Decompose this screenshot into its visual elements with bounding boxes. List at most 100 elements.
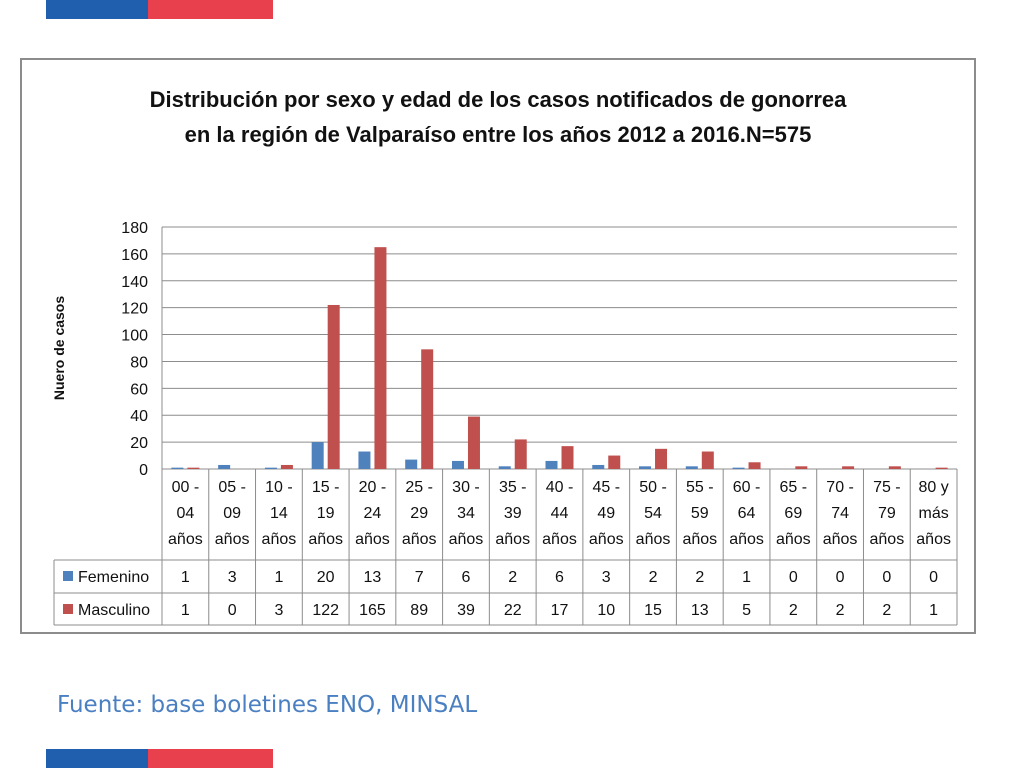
- bar-femenino: [498, 466, 511, 469]
- x-tick-label: más: [919, 505, 949, 522]
- x-tick-label: 64: [738, 505, 756, 522]
- source-note: Fuente: base boletines ENO, MINSAL: [57, 692, 478, 718]
- x-tick-label: 70 -: [826, 479, 854, 496]
- chart-frame: Distribución por sexo y edad de los caso…: [20, 58, 976, 634]
- x-tick-label: 29: [410, 505, 428, 522]
- data-label-femenino: 1: [181, 569, 190, 586]
- data-label-femenino: 3: [228, 569, 237, 586]
- x-tick-label: años: [823, 531, 858, 548]
- flag-stripe-bottom: [46, 749, 273, 768]
- x-tick-label: años: [402, 531, 437, 548]
- data-label-masculino: 10: [597, 602, 615, 619]
- flag-stripe-top: [46, 0, 273, 19]
- x-tick-label: años: [682, 531, 717, 548]
- x-tick-label: años: [449, 531, 484, 548]
- x-tick-label: 40 -: [546, 479, 574, 496]
- y-tick-label: 60: [130, 381, 148, 398]
- data-label-masculino: 2: [836, 602, 845, 619]
- bar-masculino: [842, 466, 855, 469]
- x-tick-label: 80 y: [918, 479, 948, 496]
- x-tick-label: 69: [784, 505, 802, 522]
- bar-masculino: [187, 467, 200, 469]
- bar-masculino: [935, 467, 948, 469]
- x-tick-label: años: [168, 531, 203, 548]
- x-tick-label: 24: [364, 505, 382, 522]
- data-label-masculino: 1: [181, 602, 190, 619]
- data-label-femenino: 2: [649, 569, 658, 586]
- data-label-masculino: 22: [504, 602, 522, 619]
- y-axis-label: Nuero de casos: [51, 296, 67, 400]
- y-tick-label: 100: [121, 328, 148, 345]
- x-tick-label: años: [870, 531, 905, 548]
- bar-femenino: [171, 467, 184, 469]
- flag-stripe-blue: [46, 0, 148, 19]
- data-label-masculino: 17: [551, 602, 569, 619]
- bar-femenino: [405, 459, 418, 469]
- x-tick-label: 14: [270, 505, 288, 522]
- y-tick-label: 140: [121, 274, 148, 291]
- data-label-masculino: 2: [789, 602, 798, 619]
- data-label-masculino: 3: [274, 602, 283, 619]
- data-label-femenino: 1: [274, 569, 283, 586]
- bar-masculino: [655, 448, 668, 469]
- x-tick-label: 60 -: [733, 479, 761, 496]
- legend-swatch-femenino: [63, 571, 73, 581]
- x-tick-label: 09: [223, 505, 241, 522]
- x-tick-label: 30 -: [452, 479, 480, 496]
- x-tick-label: 10 -: [265, 479, 293, 496]
- data-label-masculino: 13: [691, 602, 709, 619]
- bar-femenino: [639, 466, 652, 469]
- x-tick-label: 50 -: [639, 479, 667, 496]
- x-tick-label: 35 -: [499, 479, 527, 496]
- x-tick-label: años: [776, 531, 811, 548]
- bar-masculino: [561, 446, 574, 469]
- x-tick-label: 74: [831, 505, 849, 522]
- data-label-femenino: 0: [882, 569, 891, 586]
- flag-stripe-red: [148, 0, 273, 19]
- x-tick-label: años: [215, 531, 250, 548]
- x-tick-label: 59: [691, 505, 709, 522]
- bar-masculino: [374, 247, 387, 469]
- x-tick-label: 25 -: [405, 479, 433, 496]
- x-tick-label: 34: [457, 505, 475, 522]
- data-label-femenino: 6: [462, 569, 471, 586]
- y-tick-label: 120: [121, 301, 148, 318]
- bar-masculino: [748, 462, 761, 469]
- x-tick-label: años: [308, 531, 343, 548]
- x-tick-label: 19: [317, 505, 335, 522]
- data-label-femenino: 0: [789, 569, 798, 586]
- bar-masculino: [608, 455, 621, 469]
- x-tick-label: 79: [878, 505, 896, 522]
- x-tick-label: 39: [504, 505, 522, 522]
- x-tick-label: años: [542, 531, 577, 548]
- y-tick-label: 160: [121, 247, 148, 264]
- bar-chart: Distribución por sexo y edad de los caso…: [51, 87, 958, 626]
- y-tick-label: 0: [139, 462, 148, 479]
- bar-masculino: [514, 439, 527, 469]
- x-tick-label: 75 -: [873, 479, 901, 496]
- x-tick-label: 49: [597, 505, 615, 522]
- data-label-masculino: 5: [742, 602, 751, 619]
- data-label-femenino: 0: [929, 569, 938, 586]
- data-label-femenino: 20: [317, 569, 335, 586]
- data-label-femenino: 1: [742, 569, 751, 586]
- legend-label-femenino: Femenino: [78, 569, 149, 586]
- data-label-masculino: 1: [929, 602, 938, 619]
- x-tick-label: 54: [644, 505, 662, 522]
- x-tick-label: 44: [551, 505, 569, 522]
- bar-femenino: [592, 464, 605, 469]
- bar-femenino: [264, 467, 277, 469]
- x-tick-label: 00 -: [172, 479, 200, 496]
- bar-masculino: [888, 466, 901, 469]
- data-label-femenino: 7: [415, 569, 424, 586]
- x-tick-label: años: [636, 531, 671, 548]
- bar-femenino: [545, 460, 558, 469]
- x-tick-label: años: [916, 531, 951, 548]
- bar-masculino: [467, 416, 480, 469]
- bar-femenino: [358, 451, 371, 469]
- x-tick-label: 05 -: [218, 479, 246, 496]
- data-label-masculino: 39: [457, 602, 475, 619]
- y-tick-label: 20: [130, 435, 148, 452]
- x-tick-label: 04: [176, 505, 194, 522]
- data-label-masculino: 15: [644, 602, 662, 619]
